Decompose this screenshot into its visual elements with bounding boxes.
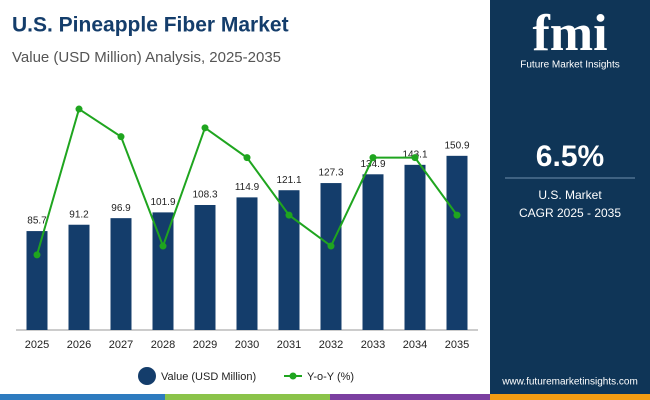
yoy-point (327, 242, 335, 250)
x-tick-label: 2026 (67, 339, 91, 351)
value-label: 150.9 (444, 140, 469, 151)
yoy-point (285, 211, 293, 219)
legend-label: Value (USD Million) (161, 371, 256, 383)
yoy-point (159, 242, 167, 250)
x-tick-label: 2028 (151, 339, 175, 351)
legend-label: Y-o-Y (%) (307, 371, 354, 383)
x-tick-label: 2032 (319, 339, 343, 351)
yoy-point (33, 251, 41, 259)
value-label: 85.7 (27, 216, 47, 227)
legend-swatch (289, 372, 297, 380)
x-tick-label: 2035 (445, 339, 469, 351)
value-label: 108.3 (192, 190, 217, 201)
x-tick-label: 2033 (361, 339, 385, 351)
yoy-point (243, 154, 251, 162)
bar (68, 224, 90, 330)
bar (404, 164, 426, 330)
bar (320, 183, 342, 330)
x-tick-label: 2029 (193, 339, 217, 351)
yoy-point (201, 124, 209, 132)
bar (362, 174, 384, 330)
yoy-point (453, 211, 461, 219)
bar (236, 197, 258, 330)
cagr-value: 6.5% (536, 140, 604, 173)
value-label: 91.2 (69, 209, 89, 220)
bar (278, 190, 300, 330)
yoy-point (411, 154, 419, 162)
bar (26, 231, 48, 330)
x-tick-label: 2027 (109, 339, 133, 351)
value-label: 127.3 (318, 168, 343, 179)
bar (446, 155, 468, 330)
yoy-point (369, 154, 377, 162)
bar (152, 212, 174, 330)
x-tick-label: 2025 (25, 339, 49, 351)
period-label: CAGR 2025 - 2035 (519, 206, 621, 220)
x-tick-label: 2030 (235, 339, 259, 351)
x-tick-label: 2034 (403, 339, 427, 351)
value-label: 134.9 (360, 159, 385, 170)
value-label: 96.9 (111, 203, 131, 214)
value-label: 101.9 (150, 197, 175, 208)
stripe (165, 394, 330, 400)
chart-title: U.S. Pineapple Fiber Market (12, 14, 289, 37)
legend-swatch (138, 367, 156, 385)
stripe (0, 394, 165, 400)
stripe (330, 394, 490, 400)
value-label: 114.9 (235, 182, 260, 193)
brand: Future Market Insights (520, 60, 619, 71)
logo: fmi (532, 5, 607, 62)
value-label: 121.1 (276, 175, 301, 186)
yoy-point (117, 133, 125, 141)
chart-subtitle: Value (USD Million) Analysis, 2025-2035 (12, 49, 281, 66)
yoy-point (75, 105, 83, 113)
x-tick-label: 2031 (277, 339, 301, 351)
bar (110, 218, 132, 330)
bar (194, 204, 216, 330)
stripe (490, 394, 650, 400)
side-panel (490, 0, 650, 394)
market-label: U.S. Market (538, 188, 602, 202)
website: www.futuremarketinsights.com (501, 377, 638, 388)
